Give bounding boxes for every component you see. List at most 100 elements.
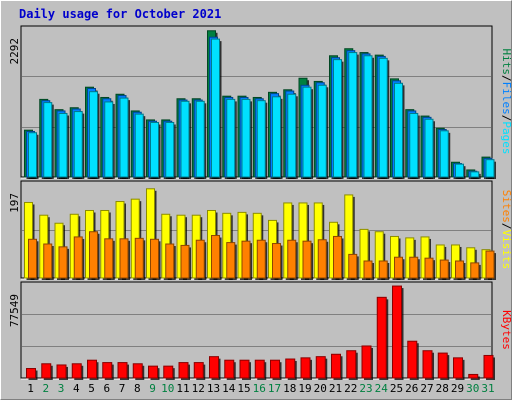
bar-kbytes — [468, 373, 479, 379]
legend-hits-files-pages-part: Files — [500, 82, 512, 115]
day-label: 13 — [207, 382, 220, 395]
bar-sites — [58, 246, 68, 279]
bar-kbytes — [132, 363, 143, 379]
day-label: 9 — [149, 382, 156, 395]
bar-pages — [333, 59, 342, 178]
bar-sites — [241, 240, 251, 279]
bar-sites — [226, 242, 236, 279]
bar-kbytes — [224, 359, 235, 379]
bar-kbytes — [483, 354, 494, 379]
bar-kbytes — [117, 362, 128, 379]
bar-kbytes — [285, 358, 296, 379]
day-label: 24 — [375, 382, 389, 395]
bar-sites — [455, 260, 464, 279]
bar-kbytes — [346, 350, 357, 379]
day-label: 31 — [481, 382, 494, 395]
day-label: 15 — [237, 382, 250, 395]
day-label: 29 — [451, 382, 464, 395]
day-label: 23 — [359, 382, 372, 395]
bar-pages — [348, 52, 358, 178]
bar-pages — [363, 55, 373, 178]
bar-kbytes — [315, 356, 326, 379]
day-label: 17 — [268, 382, 281, 395]
bar-sites — [287, 239, 297, 279]
ytick-visits: 197 — [8, 193, 21, 213]
bar-sites — [317, 239, 327, 279]
bar-sites — [119, 238, 129, 279]
bar-kbytes — [270, 359, 280, 379]
bar-kbytes — [26, 368, 36, 379]
bar-kbytes — [254, 359, 265, 379]
day-label: 7 — [119, 382, 126, 395]
bar-kbytes — [300, 357, 311, 379]
bar-pages — [378, 57, 388, 178]
legend-hits-files-pages-part: Pages — [500, 121, 512, 154]
bar-sites — [363, 260, 373, 279]
bar-pages — [317, 84, 327, 178]
day-label: 19 — [298, 382, 311, 395]
bar-sites — [195, 239, 205, 279]
day-label: 2 — [42, 382, 49, 395]
bar-pages — [28, 132, 37, 178]
bar-kbytes — [178, 362, 189, 379]
bar-sites — [439, 259, 449, 279]
day-label: 6 — [103, 382, 110, 395]
legend-sites-visits-part: Visits — [500, 230, 512, 270]
bar-sites — [89, 231, 98, 279]
day-label: 14 — [222, 382, 236, 395]
bar-kbytes — [87, 359, 97, 379]
day-label: 8 — [134, 382, 141, 395]
bar-pages — [119, 97, 129, 178]
bar-kbytes — [56, 364, 67, 379]
legend-kbytes: KBytes — [500, 310, 512, 350]
bar-sites — [378, 260, 388, 279]
bar-pages — [195, 100, 205, 178]
bar-pages — [150, 121, 159, 178]
bar-pages — [485, 159, 495, 178]
bar-pages — [439, 130, 449, 178]
bar-sites — [348, 253, 358, 279]
day-label: 10 — [161, 382, 174, 395]
legend-sites-visits-part: / — [500, 223, 512, 230]
day-label: 20 — [314, 382, 327, 395]
bar-sites — [28, 238, 37, 279]
bar-kbytes — [209, 356, 219, 379]
bar-sites — [134, 237, 144, 279]
day-label: 22 — [344, 382, 357, 395]
bar-sites — [104, 238, 114, 279]
bar-sites — [272, 243, 281, 279]
bar-pages — [256, 100, 266, 178]
bar-pages — [165, 121, 175, 178]
bar-sites — [211, 235, 220, 279]
bar-sites — [302, 240, 312, 279]
day-label: 3 — [58, 382, 65, 395]
bar-pages — [43, 102, 53, 178]
bar-sites — [424, 257, 434, 279]
bar-pages — [394, 82, 403, 178]
bar-sites — [333, 235, 342, 279]
bar-sites — [394, 256, 403, 279]
bar-kbytes — [361, 345, 372, 379]
bar-pages — [73, 111, 83, 178]
bar-kbytes — [71, 363, 82, 379]
bar-sites — [150, 238, 159, 279]
bar-pages — [211, 38, 220, 178]
ytick-hits: 2292 — [8, 38, 21, 64]
day-label: 27 — [420, 382, 433, 395]
day-label: 30 — [466, 382, 479, 395]
bar-kbytes — [453, 357, 463, 379]
bar-pages — [409, 113, 419, 178]
bar-kbytes — [193, 362, 204, 379]
bar-kbytes — [331, 353, 341, 379]
bar-sites — [470, 262, 480, 279]
day-label: 11 — [176, 382, 189, 395]
day-label: 18 — [283, 382, 296, 395]
ytick-kbytes: 77549 — [8, 294, 21, 327]
bar-sites — [485, 250, 495, 279]
bar-sites — [180, 244, 190, 279]
legend-hits-files-pages-part: / — [500, 75, 512, 82]
day-label: 1 — [27, 382, 34, 395]
legend-sites-visits-part: Sites — [500, 190, 512, 223]
bar-kbytes — [41, 363, 52, 379]
